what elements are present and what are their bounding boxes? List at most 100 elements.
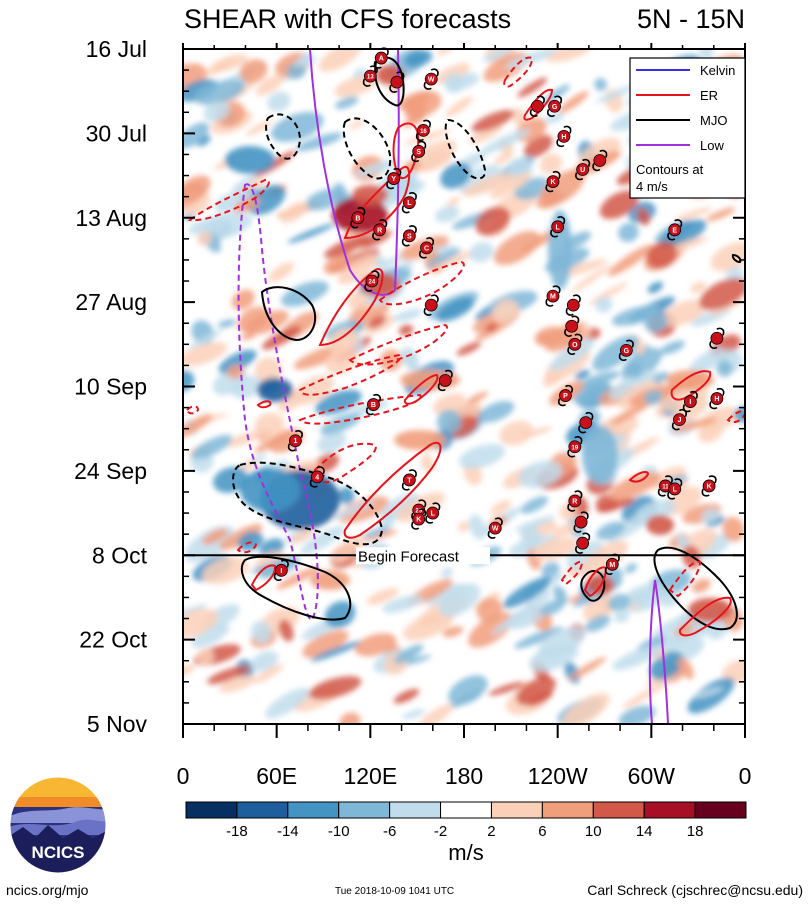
storm-tail <box>708 475 717 484</box>
storm-dot <box>565 319 579 333</box>
x-tick-label: 60E <box>256 763 297 789</box>
storm-label: K <box>550 179 555 186</box>
storm-tail <box>418 140 427 149</box>
shear-cell <box>462 173 514 197</box>
shear-cell <box>440 162 472 189</box>
shear-cell <box>402 709 426 720</box>
shear-cell <box>309 676 362 700</box>
x-tick-label: 120W <box>528 763 588 789</box>
storm-dot <box>568 494 582 508</box>
storm-label: E <box>672 227 677 234</box>
storm-tail <box>671 422 680 431</box>
shear-cell <box>734 406 745 423</box>
shear-cell <box>354 159 401 177</box>
storm-tail <box>567 503 576 512</box>
storm-label: 19 <box>571 445 578 451</box>
storm-tail <box>372 232 381 241</box>
shear-cell <box>240 468 300 512</box>
shear-cell <box>435 206 460 223</box>
shear-cell <box>618 222 639 242</box>
storm-tail <box>408 225 417 234</box>
shear-cell <box>451 690 481 709</box>
shear-cell <box>636 207 651 226</box>
mjo-contour <box>653 546 738 631</box>
storm-label: 11 <box>662 484 669 490</box>
shear-cell <box>458 444 506 469</box>
shear-cell <box>722 659 745 684</box>
shear-cell <box>476 598 503 622</box>
storm-tail <box>709 340 718 349</box>
shear-cell <box>594 78 607 91</box>
colorbar-tick-label: -10 <box>328 823 350 840</box>
storm-tail <box>369 65 378 74</box>
er-contour <box>250 564 277 592</box>
er-contour-dashed <box>668 560 702 598</box>
storm-tail <box>578 425 587 434</box>
shear-cell <box>653 371 669 384</box>
storm-tail <box>580 511 589 520</box>
storm-tail <box>547 108 556 117</box>
legend: Kelvin ER MJO Low Contours at 4 m/s <box>629 57 746 199</box>
begin-forecast-label: Begin Forecast <box>358 548 460 565</box>
storm-marker: W <box>423 68 439 90</box>
shear-cell <box>646 241 678 269</box>
shear-cell <box>237 531 264 551</box>
legend-box <box>629 57 746 199</box>
colorbar-swatch <box>440 801 492 819</box>
storm-tail <box>432 502 441 511</box>
er-contour-dashed <box>298 393 422 425</box>
shear-cell <box>246 120 273 136</box>
shear-cell <box>580 540 628 578</box>
storm-marker: I <box>682 390 698 413</box>
site-link[interactable]: ncics.org/mjo <box>6 882 89 898</box>
storm-marker: O <box>567 333 583 356</box>
shear-cell <box>280 201 309 224</box>
storm-tail <box>437 383 446 392</box>
colorbar: -18 -14 -10 -6 -2 2 6 10 14 18 <box>185 801 747 840</box>
storm-marker: K <box>411 508 427 530</box>
storm-marker: C <box>419 237 435 259</box>
storm-marker <box>389 71 405 93</box>
shear-cell <box>551 523 580 537</box>
shear-cell <box>595 296 613 313</box>
shear-cell <box>599 190 639 220</box>
storm-tail <box>701 488 710 497</box>
storm-label: K <box>707 483 712 490</box>
shear-cell <box>527 691 553 707</box>
storm-marker: E <box>667 219 683 241</box>
shear-cell <box>305 188 343 211</box>
storm-dot <box>373 223 387 237</box>
storm-tail <box>667 232 676 241</box>
storm-tail <box>592 163 601 172</box>
colorbar-swatch <box>592 801 645 819</box>
storm-dot <box>402 473 416 487</box>
storm-tail <box>575 545 584 554</box>
storm-marker <box>529 95 545 117</box>
shear-cell <box>466 391 489 405</box>
storm-dot <box>417 123 430 137</box>
y-tick-label: 24 Sep <box>74 458 147 484</box>
storm-tail <box>582 532 591 541</box>
shear-cell <box>457 521 470 532</box>
storm-marker: L <box>425 502 441 524</box>
storm-marker: S <box>411 140 427 163</box>
shear-cell <box>289 529 314 544</box>
shear-cell <box>469 242 494 263</box>
storm-dot <box>367 398 380 411</box>
shear-cell <box>218 349 257 374</box>
storm-marker <box>709 327 725 349</box>
storm-markers: A 13 W G 16 S H U K Y L B R S C E L 24 M O G P B I H J 1 19 4 T 11 L K R 2… <box>273 47 725 582</box>
storm-dot <box>668 482 682 496</box>
storm-tail <box>618 353 627 362</box>
storm-tail <box>411 154 420 163</box>
storm-tail <box>362 78 371 87</box>
er-contour <box>318 268 384 347</box>
shear-cell <box>448 675 488 706</box>
shear-cell <box>234 196 261 213</box>
shear-cell <box>541 562 560 578</box>
storm-dot <box>576 163 590 176</box>
storm-dot <box>402 229 416 243</box>
shear-cell <box>203 101 230 122</box>
storm-dot <box>365 274 379 288</box>
shear-cell <box>254 412 285 439</box>
